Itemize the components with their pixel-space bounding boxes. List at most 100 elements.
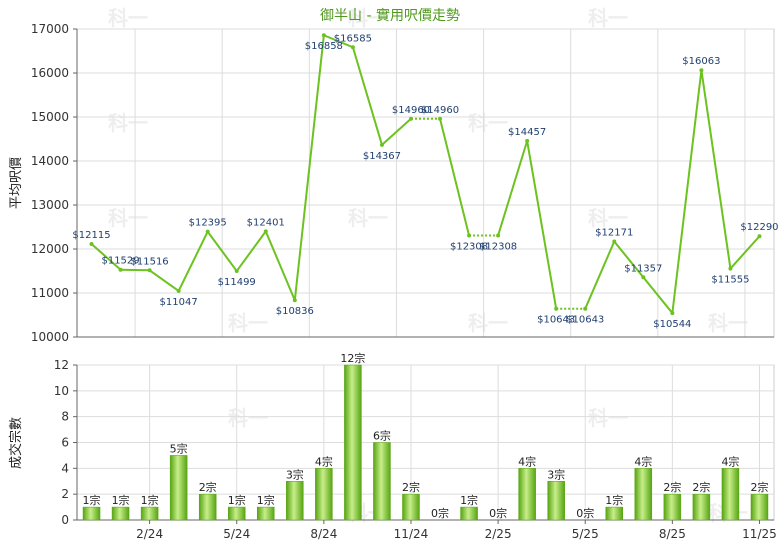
- price-line-segment: [642, 276, 674, 314]
- price-data-label: $10643: [537, 315, 575, 326]
- price-point: [641, 275, 646, 280]
- price-data-label: $12290: [740, 222, 778, 233]
- volume-data-label: 1宗: [257, 493, 275, 507]
- line-y-tick-label: 14000: [31, 154, 69, 168]
- price-point: [408, 116, 413, 121]
- volume-data-label: 0宗: [489, 506, 507, 520]
- price-line-series: [90, 34, 761, 314]
- price-line-segment: [235, 230, 267, 272]
- watermark-text: 科一: [588, 206, 628, 230]
- volume-bar: [547, 481, 565, 521]
- price-line-segment: [351, 46, 383, 146]
- volume-bar: [692, 493, 711, 521]
- volume-bars: [82, 364, 769, 521]
- volume-bar: [227, 506, 246, 521]
- price-point: [496, 233, 501, 238]
- price-point: [263, 229, 268, 234]
- volume-data-label: 3宗: [286, 467, 304, 481]
- price-point: [554, 306, 559, 311]
- watermark-text: 科一: [708, 311, 748, 335]
- price-line-segment: [613, 240, 645, 278]
- bar-y-tick-label: 6: [61, 436, 69, 450]
- price-point: [234, 269, 239, 274]
- volume-data-label: 4宗: [721, 454, 739, 468]
- chart-title: 御半山 - 實用呎價走勢: [320, 7, 460, 24]
- watermark-text: 科一: [468, 311, 508, 335]
- price-data-label: $16063: [682, 56, 720, 67]
- volume-data-label: 1宗: [112, 493, 130, 507]
- bar-y-tick-label: 0: [61, 513, 69, 527]
- price-line-segment: [293, 35, 325, 301]
- volume-data-label: 12宗: [340, 351, 365, 365]
- line-chart-grid: [76, 28, 775, 338]
- price-point: [379, 142, 384, 147]
- volume-bar: [140, 506, 159, 521]
- volume-bar: [663, 493, 682, 521]
- price-line-segment: [177, 231, 209, 292]
- price-line-segment: [671, 70, 703, 314]
- bar-y-tick-label: 8: [61, 410, 69, 424]
- x-tick-label: 8/24: [310, 527, 337, 541]
- price-data-label: $11555: [711, 275, 749, 286]
- price-data-label: $16585: [334, 33, 372, 44]
- price-line-segment: [526, 140, 558, 309]
- price-data-label: $12401: [247, 217, 285, 228]
- price-data-label: $11516: [131, 256, 169, 267]
- volume-bar: [460, 506, 478, 521]
- volume-bar: [518, 468, 536, 521]
- x-tick-label: 2/25: [485, 527, 512, 541]
- x-tick-label: 5/25: [572, 527, 599, 541]
- bar-chart-y-ticks: 0 2 4 6 8 10 12: [54, 358, 77, 527]
- line-y-tick-label: 12000: [31, 242, 69, 256]
- volume-bar: [750, 493, 769, 521]
- x-tick-label: 11/25: [742, 527, 777, 541]
- line-chart-y-axis-label: 平均呎價: [9, 157, 24, 209]
- price-data-label: $10643: [566, 315, 604, 326]
- watermark-text: 科一: [588, 406, 628, 430]
- price-point: [118, 267, 123, 272]
- price-line-segment: [149, 269, 180, 292]
- bar-y-tick-label: 10: [54, 384, 69, 398]
- volume-bar: [286, 481, 304, 521]
- price-data-label: $12171: [595, 227, 633, 238]
- bar-y-tick-label: 12: [54, 358, 69, 372]
- price-data-label: $16858: [305, 41, 343, 52]
- volume-data-label: 4宗: [315, 454, 333, 468]
- price-line-segment: [729, 235, 761, 270]
- volume-data-label: 5宗: [170, 441, 188, 455]
- price-line-segment: [381, 118, 412, 146]
- volume-data-label: 1宗: [83, 493, 101, 507]
- volume-bar: [198, 493, 217, 521]
- volume-bar: [402, 493, 420, 521]
- price-data-labels: $12115 $11529$11516 $11047 $12395 $11499 $124…: [72, 33, 778, 330]
- volume-data-labels: 1宗 1宗 1宗 5宗 2宗 1宗 1宗 3宗 4宗 12宗 6宗 2宗 0宗 1宗 0宗 4宗 3宗 0宗 1宗 4…: [83, 351, 769, 520]
- price-line-segment: [584, 241, 616, 310]
- price-point: [292, 298, 297, 303]
- price-line-segment: [90, 243, 122, 271]
- price-line-segment: [700, 70, 732, 269]
- volume-bar: [605, 506, 624, 521]
- x-axis-ticks: 2/24 5/24 8/24 11/24 2/25 5/25 8/25 11/25: [136, 520, 777, 541]
- volume-data-label: 6宗: [373, 429, 391, 443]
- price-data-label: $14457: [508, 127, 546, 138]
- watermark-layer: 科一科一科一科一科一科一科一科一科一科一科一科一科一科一科一: [108, 6, 748, 525]
- price-point: [205, 229, 210, 234]
- price-point: [350, 45, 355, 50]
- line-y-tick-label: 11000: [31, 286, 69, 300]
- volume-data-label: 2宗: [402, 480, 420, 494]
- price-point: [525, 138, 530, 143]
- watermark-text: 科一: [108, 111, 148, 135]
- volume-data-label: 0宗: [431, 506, 449, 520]
- volume-bar: [82, 506, 101, 521]
- line-y-tick-label: 17000: [31, 22, 69, 36]
- price-point: [176, 288, 181, 293]
- price-data-label: $11499: [218, 277, 256, 288]
- volume-data-label: 3宗: [547, 467, 565, 481]
- bar-chart-y-axis-label: 成交宗數: [8, 417, 24, 469]
- watermark-text: 科一: [108, 206, 148, 230]
- price-point: [321, 33, 326, 38]
- volume-data-label: 4宗: [634, 454, 652, 468]
- line-chart-y-ticks: 10000 11000 12000 13000 14000 15000 16000 17000: [31, 22, 77, 344]
- price-line-segment: [264, 230, 296, 301]
